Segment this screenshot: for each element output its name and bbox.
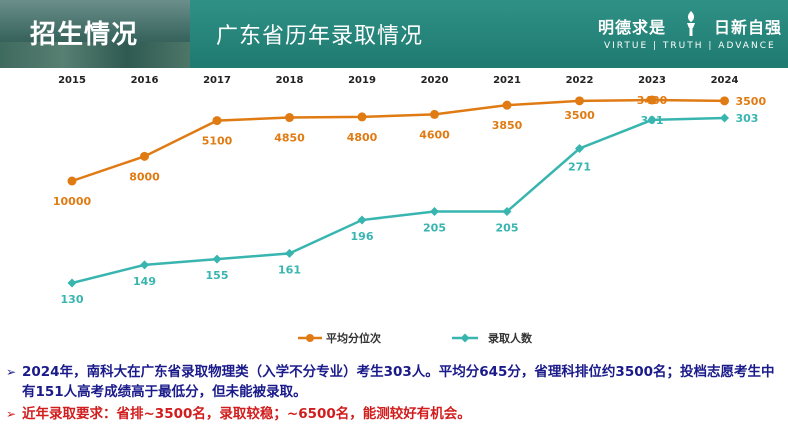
count-point bbox=[357, 215, 367, 225]
count-point bbox=[212, 254, 222, 264]
x-tick-label: 2022 bbox=[566, 75, 594, 86]
admission-line-chart: 2015 2016 2017 2018 2019 2020 2021 2022 2023 2024… bbox=[53, 75, 767, 345]
rank-point bbox=[140, 151, 149, 161]
note-2024-summary: ➢ 2024年，南科大在广东省录取物理类（入学不分专业）考生303人。平均分64… bbox=[4, 362, 784, 402]
rank-data-label: 3500 bbox=[564, 109, 595, 122]
count-point bbox=[140, 260, 149, 270]
rank-point bbox=[430, 109, 439, 119]
legend-count-label: 录取人数 bbox=[488, 331, 533, 345]
count-data-label: 149 bbox=[133, 275, 156, 288]
page-subtitle: 广东省历年录取情况 bbox=[216, 24, 424, 49]
x-tick-label: 2019 bbox=[348, 75, 376, 86]
campus-photo bbox=[0, 0, 190, 68]
rank-point bbox=[575, 96, 584, 106]
rank-data-label: 10000 bbox=[53, 195, 92, 208]
count-data-label: 205 bbox=[496, 221, 519, 234]
notes-section: ➢ 2024年，南科大在广东省录取物理类（入学不分专业）考生303人。平均分64… bbox=[4, 362, 784, 424]
note-text: 2024年，南科大在广东省录取物理类（入学不分专业）考生303人。平均分645分… bbox=[22, 364, 775, 400]
rank-point bbox=[67, 176, 77, 186]
x-tick-label: 2021 bbox=[493, 75, 521, 86]
count-point bbox=[575, 144, 584, 154]
rank-data-label: 3850 bbox=[492, 119, 523, 132]
rank-point bbox=[357, 112, 367, 122]
x-tick-label: 2023 bbox=[638, 75, 666, 86]
count-data-label: 205 bbox=[423, 221, 446, 234]
legend-rank-label: 平均分位次 bbox=[326, 331, 381, 345]
legend-count-marker bbox=[460, 333, 470, 343]
note-text: 近年录取要求：省排~3500名，录取较稳；~6500名，能测较好有机会。 bbox=[22, 406, 471, 422]
x-tick-label: 2024 bbox=[711, 75, 739, 86]
count-data-label: 130 bbox=[61, 293, 84, 306]
rank-series-line bbox=[71, 98, 725, 183]
count-point bbox=[647, 115, 657, 125]
rank-data-label: 3500 bbox=[736, 95, 767, 108]
count-data-label: 196 bbox=[351, 230, 374, 243]
motto-english: VIRTUE | TRUTH | ADVANCE bbox=[604, 41, 776, 51]
rank-data-label: 3430 bbox=[637, 94, 668, 107]
count-data-label: 303 bbox=[736, 112, 759, 125]
rank-data-label: 4800 bbox=[347, 131, 378, 144]
x-tick-label: 2018 bbox=[276, 75, 304, 86]
motto-right: 日新自强 bbox=[714, 18, 783, 37]
x-tick-label: 2020 bbox=[421, 75, 449, 86]
rank-data-label: 4600 bbox=[419, 128, 450, 141]
count-point bbox=[430, 206, 439, 216]
motto-left: 明德求是 bbox=[598, 18, 667, 37]
count-point bbox=[285, 248, 294, 258]
count-data-label: 155 bbox=[206, 269, 229, 282]
count-point bbox=[720, 113, 729, 123]
legend-rank-marker bbox=[306, 334, 314, 342]
arrow-bullet-icon: ➢ bbox=[6, 407, 17, 421]
rank-data-label: 4850 bbox=[274, 132, 305, 145]
rank-point bbox=[647, 95, 657, 105]
arrow-bullet-icon: ➢ bbox=[6, 365, 17, 379]
x-tick-label: 2017 bbox=[203, 75, 231, 86]
rank-point bbox=[720, 96, 729, 106]
count-series-line bbox=[71, 116, 725, 285]
count-data-label: 271 bbox=[568, 161, 591, 174]
x-tick-label: 2016 bbox=[131, 75, 159, 86]
rank-data-label: 5100 bbox=[202, 135, 233, 148]
count-data-label: 161 bbox=[278, 263, 301, 276]
rank-point bbox=[212, 116, 222, 126]
rank-data-label: 8000 bbox=[129, 170, 160, 183]
count-data-label: 301 bbox=[641, 114, 664, 127]
rank-point bbox=[502, 100, 512, 110]
torch-logo-icon bbox=[687, 11, 695, 36]
header-banner: 招生情况 广东省历年录取情况 明德求是 日新自强 VIRTUE | TRUTH … bbox=[0, 0, 788, 68]
count-point bbox=[67, 278, 77, 288]
x-tick-label: 2015 bbox=[58, 75, 86, 86]
note-requirement: ➢ 近年录取要求：省排~3500名，录取较稳；~6500名，能测较好有机会。 bbox=[4, 404, 784, 424]
rank-point bbox=[285, 113, 294, 123]
count-point bbox=[502, 206, 512, 216]
section-title: 招生情况 bbox=[30, 20, 139, 50]
